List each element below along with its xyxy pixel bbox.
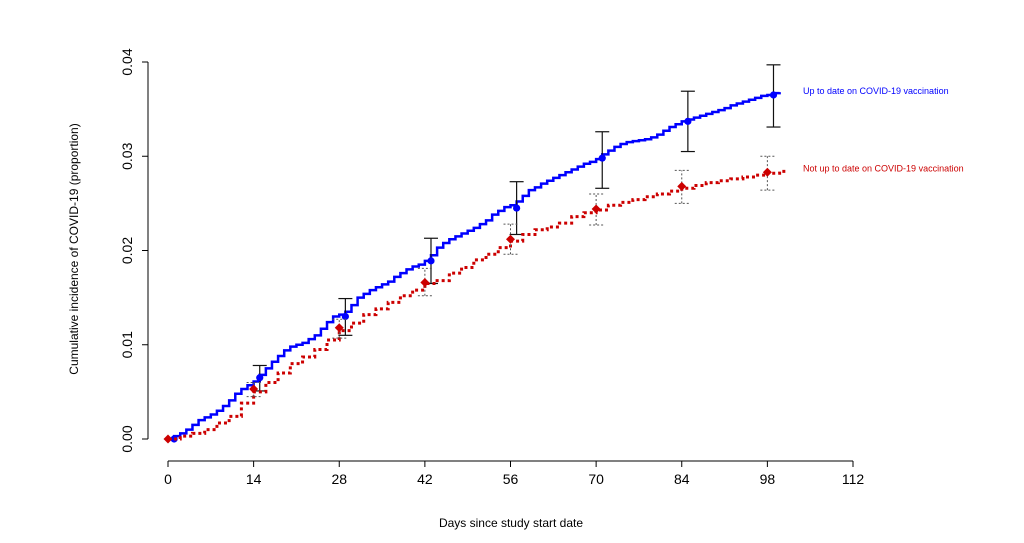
x-tick-label: 112 xyxy=(842,471,865,487)
data-point xyxy=(769,91,778,99)
x-axis-label: Days since study start date xyxy=(439,516,583,530)
y-tick-label: 0.03 xyxy=(119,142,135,169)
series-label: Up to date on COVID-19 vaccination xyxy=(803,86,949,96)
data-point xyxy=(591,204,601,214)
data-point xyxy=(684,117,692,125)
series-layer: Up to date on COVID-19 vaccination Not up… xyxy=(163,64,964,444)
x-tick-label: 70 xyxy=(588,471,604,487)
series-line xyxy=(168,169,788,441)
x-tick-label: 0 xyxy=(164,471,172,487)
labels-layer: Days since study start date Cumulative i… xyxy=(67,123,583,530)
data-point xyxy=(762,167,772,177)
x-tick-label: 14 xyxy=(246,471,262,487)
y-tick-label: 0.00 xyxy=(119,425,135,452)
x-tick-label: 84 xyxy=(674,471,690,487)
series-line xyxy=(168,91,781,441)
y-tick-label: 0.01 xyxy=(119,331,135,358)
error-bar xyxy=(503,223,518,255)
data-point xyxy=(598,154,606,162)
y-tick-label: 0.04 xyxy=(119,48,135,75)
x-tick-label: 98 xyxy=(760,471,776,487)
data-point xyxy=(163,434,173,444)
data-point xyxy=(341,312,349,321)
data-point xyxy=(427,257,435,265)
error-bar xyxy=(589,193,604,226)
x-tick-label: 28 xyxy=(331,471,347,487)
x-tick-label: 56 xyxy=(503,471,519,487)
series-up-to-date: Up to date on COVID-19 vaccination xyxy=(168,64,949,443)
x-tick-label: 42 xyxy=(417,471,433,487)
data-point xyxy=(249,384,259,394)
axes: 0 14 28 42 56 70 84 98 112 0.00 0.01 0.02 0.03 0.04 xyxy=(119,48,864,487)
data-point xyxy=(334,323,344,333)
series-label: Not up to date on COVID-19 vaccination xyxy=(803,164,964,174)
y-axis-label: Cumulative incidence of COVID-19 (propor… xyxy=(67,123,81,374)
data-point xyxy=(677,181,687,191)
data-point xyxy=(513,204,521,212)
data-point xyxy=(256,374,264,382)
data-point xyxy=(506,234,515,244)
y-tick-label: 0.02 xyxy=(119,237,135,264)
data-point xyxy=(420,278,430,288)
series-not-up-to-date: Not up to date on COVID-19 vaccination xyxy=(163,155,964,444)
